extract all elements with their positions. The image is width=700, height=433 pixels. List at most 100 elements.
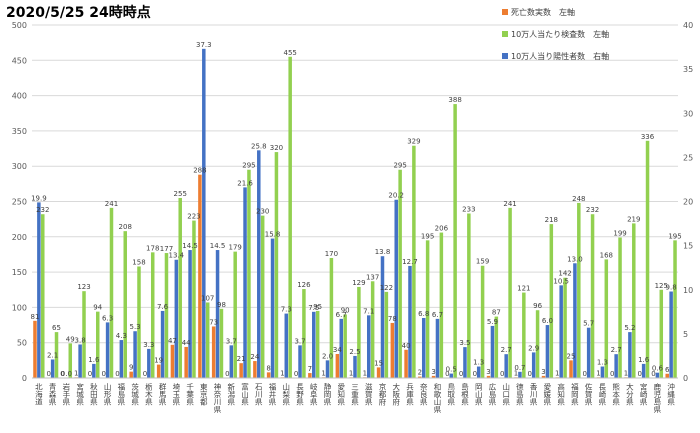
bar-tests [425, 240, 430, 378]
data-label: 2 [418, 369, 422, 377]
data-label: 78 [388, 315, 397, 323]
data-label: 336 [641, 133, 655, 141]
bar-positives [202, 48, 206, 378]
bar-tests [357, 286, 361, 378]
data-label: 25.8 [251, 142, 267, 150]
data-label: 123 [77, 283, 90, 291]
bar-deaths [390, 322, 395, 378]
legend-swatch [502, 53, 508, 59]
bar-positives [257, 150, 261, 378]
bar-positives [628, 332, 632, 378]
data-label: 0 [60, 370, 64, 378]
bar-tests [205, 302, 210, 378]
data-label: 81 [31, 313, 40, 321]
bar-positives [490, 325, 495, 378]
bar-positives [78, 344, 82, 378]
data-label: 232 [36, 206, 49, 214]
y-left-tick-label: 350 [12, 127, 27, 136]
data-label: 6.7 [336, 311, 347, 319]
data-label: 3 [541, 368, 545, 376]
x-category-label: 宮城県 [75, 382, 84, 407]
data-label: 137 [366, 273, 379, 281]
y-right-tick-label: 5 [683, 330, 688, 339]
data-label: 7.6 [157, 303, 169, 311]
bar-positives [298, 345, 302, 378]
y-left-tick-label: 400 [12, 92, 27, 101]
x-category-label: 神奈川県 [213, 382, 222, 415]
bar-deaths [33, 320, 37, 378]
data-label: 21 [237, 355, 246, 363]
x-category-label: 栃木県 [144, 382, 153, 407]
bar-positives [435, 318, 440, 378]
x-category-label: 静岡県 [323, 382, 332, 407]
bar-positives [353, 355, 357, 378]
data-label: 0.0 [61, 370, 72, 378]
y-left-tick-label: 100 [12, 303, 27, 312]
bar-tests [453, 104, 457, 379]
x-category-label: 新潟県 [227, 382, 236, 407]
data-label: 6.0 [542, 317, 553, 325]
data-label: 2.7 [501, 346, 512, 354]
bar-tests [535, 310, 540, 378]
y-left-tick-label: 200 [12, 233, 27, 242]
bar-tests [343, 314, 347, 378]
data-label: 1 [321, 369, 325, 377]
data-label: 7 [308, 365, 312, 373]
data-label: 208 [119, 223, 132, 231]
data-label: 13.4 [169, 252, 185, 260]
bar-deaths [198, 174, 202, 378]
data-label: 19.9 [31, 194, 47, 202]
axes: 0501001502002503003504004505000510152025… [12, 21, 693, 414]
bar-positives [243, 187, 247, 378]
bar-positives [449, 373, 453, 378]
bar-tests [178, 197, 182, 378]
data-label: 0.7 [514, 364, 525, 372]
data-label: 107 [201, 294, 214, 302]
bar-positives [188, 250, 192, 378]
legend-swatch [502, 31, 508, 37]
bar-tests [164, 253, 169, 378]
bar-tests [370, 281, 375, 378]
bar-deaths [665, 373, 669, 378]
x-category-label: 山梨県 [282, 382, 291, 407]
x-category-label: 岩手県 [62, 382, 71, 407]
data-label: 0 [528, 370, 532, 378]
data-label: 295 [393, 162, 406, 170]
data-label: 0 [143, 370, 147, 378]
legend-label: 10万人当り陽性者数 右軸 [511, 51, 609, 61]
x-category-label: 長崎県 [598, 383, 607, 407]
data-label: 7.1 [363, 307, 374, 315]
bar-tests [632, 223, 636, 378]
bar-tests [54, 332, 59, 378]
data-label: 126 [297, 281, 311, 289]
data-label: 230 [256, 208, 269, 216]
data-label: 255 [174, 190, 187, 198]
bar-deaths [431, 375, 436, 378]
data-label: 6.8 [418, 310, 429, 318]
bar-positives [325, 360, 330, 378]
data-label: 8 [266, 364, 270, 372]
bar-positives [655, 372, 660, 378]
data-label: 15 [374, 359, 383, 367]
x-category-label: 愛知県 [337, 382, 346, 407]
data-label: 3.5 [459, 339, 470, 347]
bar-positives [312, 311, 316, 378]
bar-tests [467, 213, 471, 378]
bar-tests [82, 291, 86, 378]
data-label: 233 [462, 206, 475, 214]
data-label: 65 [52, 324, 61, 332]
data-label: 49 [66, 335, 75, 343]
bar-tests [673, 240, 677, 378]
data-label: 37.3 [196, 41, 212, 49]
bar-tests [618, 237, 622, 378]
bar-positives [270, 238, 275, 378]
data-label: 3.7 [226, 337, 237, 345]
bar-positives [147, 348, 151, 378]
bar-tests [150, 252, 155, 378]
data-label: 7.5 [308, 304, 319, 312]
bar-tests [549, 224, 554, 378]
bar-positives [366, 315, 371, 378]
data-label: 34 [333, 346, 342, 354]
data-label: 24 [250, 353, 259, 361]
